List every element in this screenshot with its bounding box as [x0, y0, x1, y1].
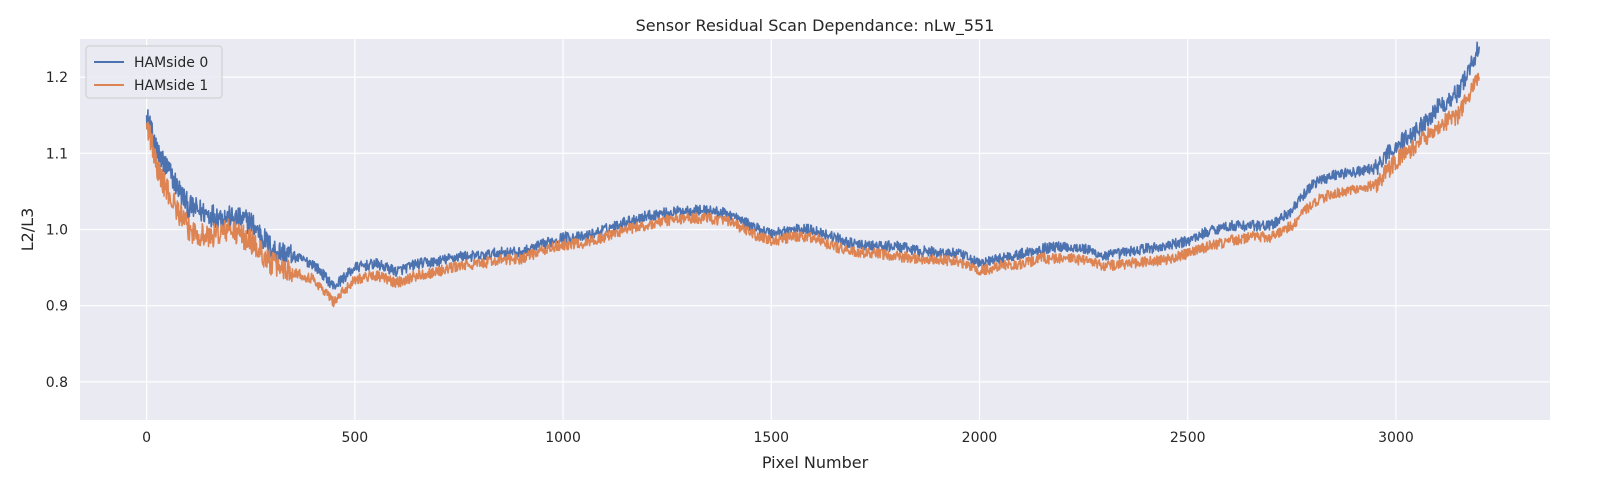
- x-tick-label-0: 0: [142, 430, 151, 446]
- y-axis-label: L2/L3: [18, 208, 37, 252]
- x-tick-label-1: 500: [341, 430, 368, 446]
- y-tick-label-4: 1.2: [46, 70, 68, 86]
- x-axis-label: Pixel Number: [762, 453, 869, 472]
- legend-label-hamside-1: HAMside 1: [134, 78, 208, 94]
- x-tick-labels: 0 500 1000 1500 2000 2500 3000: [142, 430, 1414, 446]
- y-tick-label-0: 0.8: [46, 375, 68, 391]
- legend: HAMside 0 HAMside 1: [85, 45, 223, 99]
- y-tick-label-2: 1.0: [46, 223, 68, 239]
- series-lines: [145, 41, 1481, 308]
- legend-label-hamside-0: HAMside 0: [134, 55, 208, 71]
- x-tick-label-6: 3000: [1378, 430, 1414, 446]
- chart-title: Sensor Residual Scan Dependance: nLw_551: [636, 16, 995, 36]
- grid-lines: [80, 39, 1550, 420]
- y-tick-labels: 0.8 0.9 1.0 1.1 1.2: [46, 70, 68, 391]
- y-tick-label-3: 1.1: [46, 146, 68, 162]
- x-tick-label-3: 1500: [753, 430, 789, 446]
- x-tick-label-4: 2000: [962, 430, 998, 446]
- y-tick-label-1: 0.9: [46, 299, 68, 315]
- series-line-hamside-1: [145, 72, 1480, 308]
- x-tick-label-2: 1000: [545, 430, 581, 446]
- x-tick-label-5: 2500: [1170, 430, 1206, 446]
